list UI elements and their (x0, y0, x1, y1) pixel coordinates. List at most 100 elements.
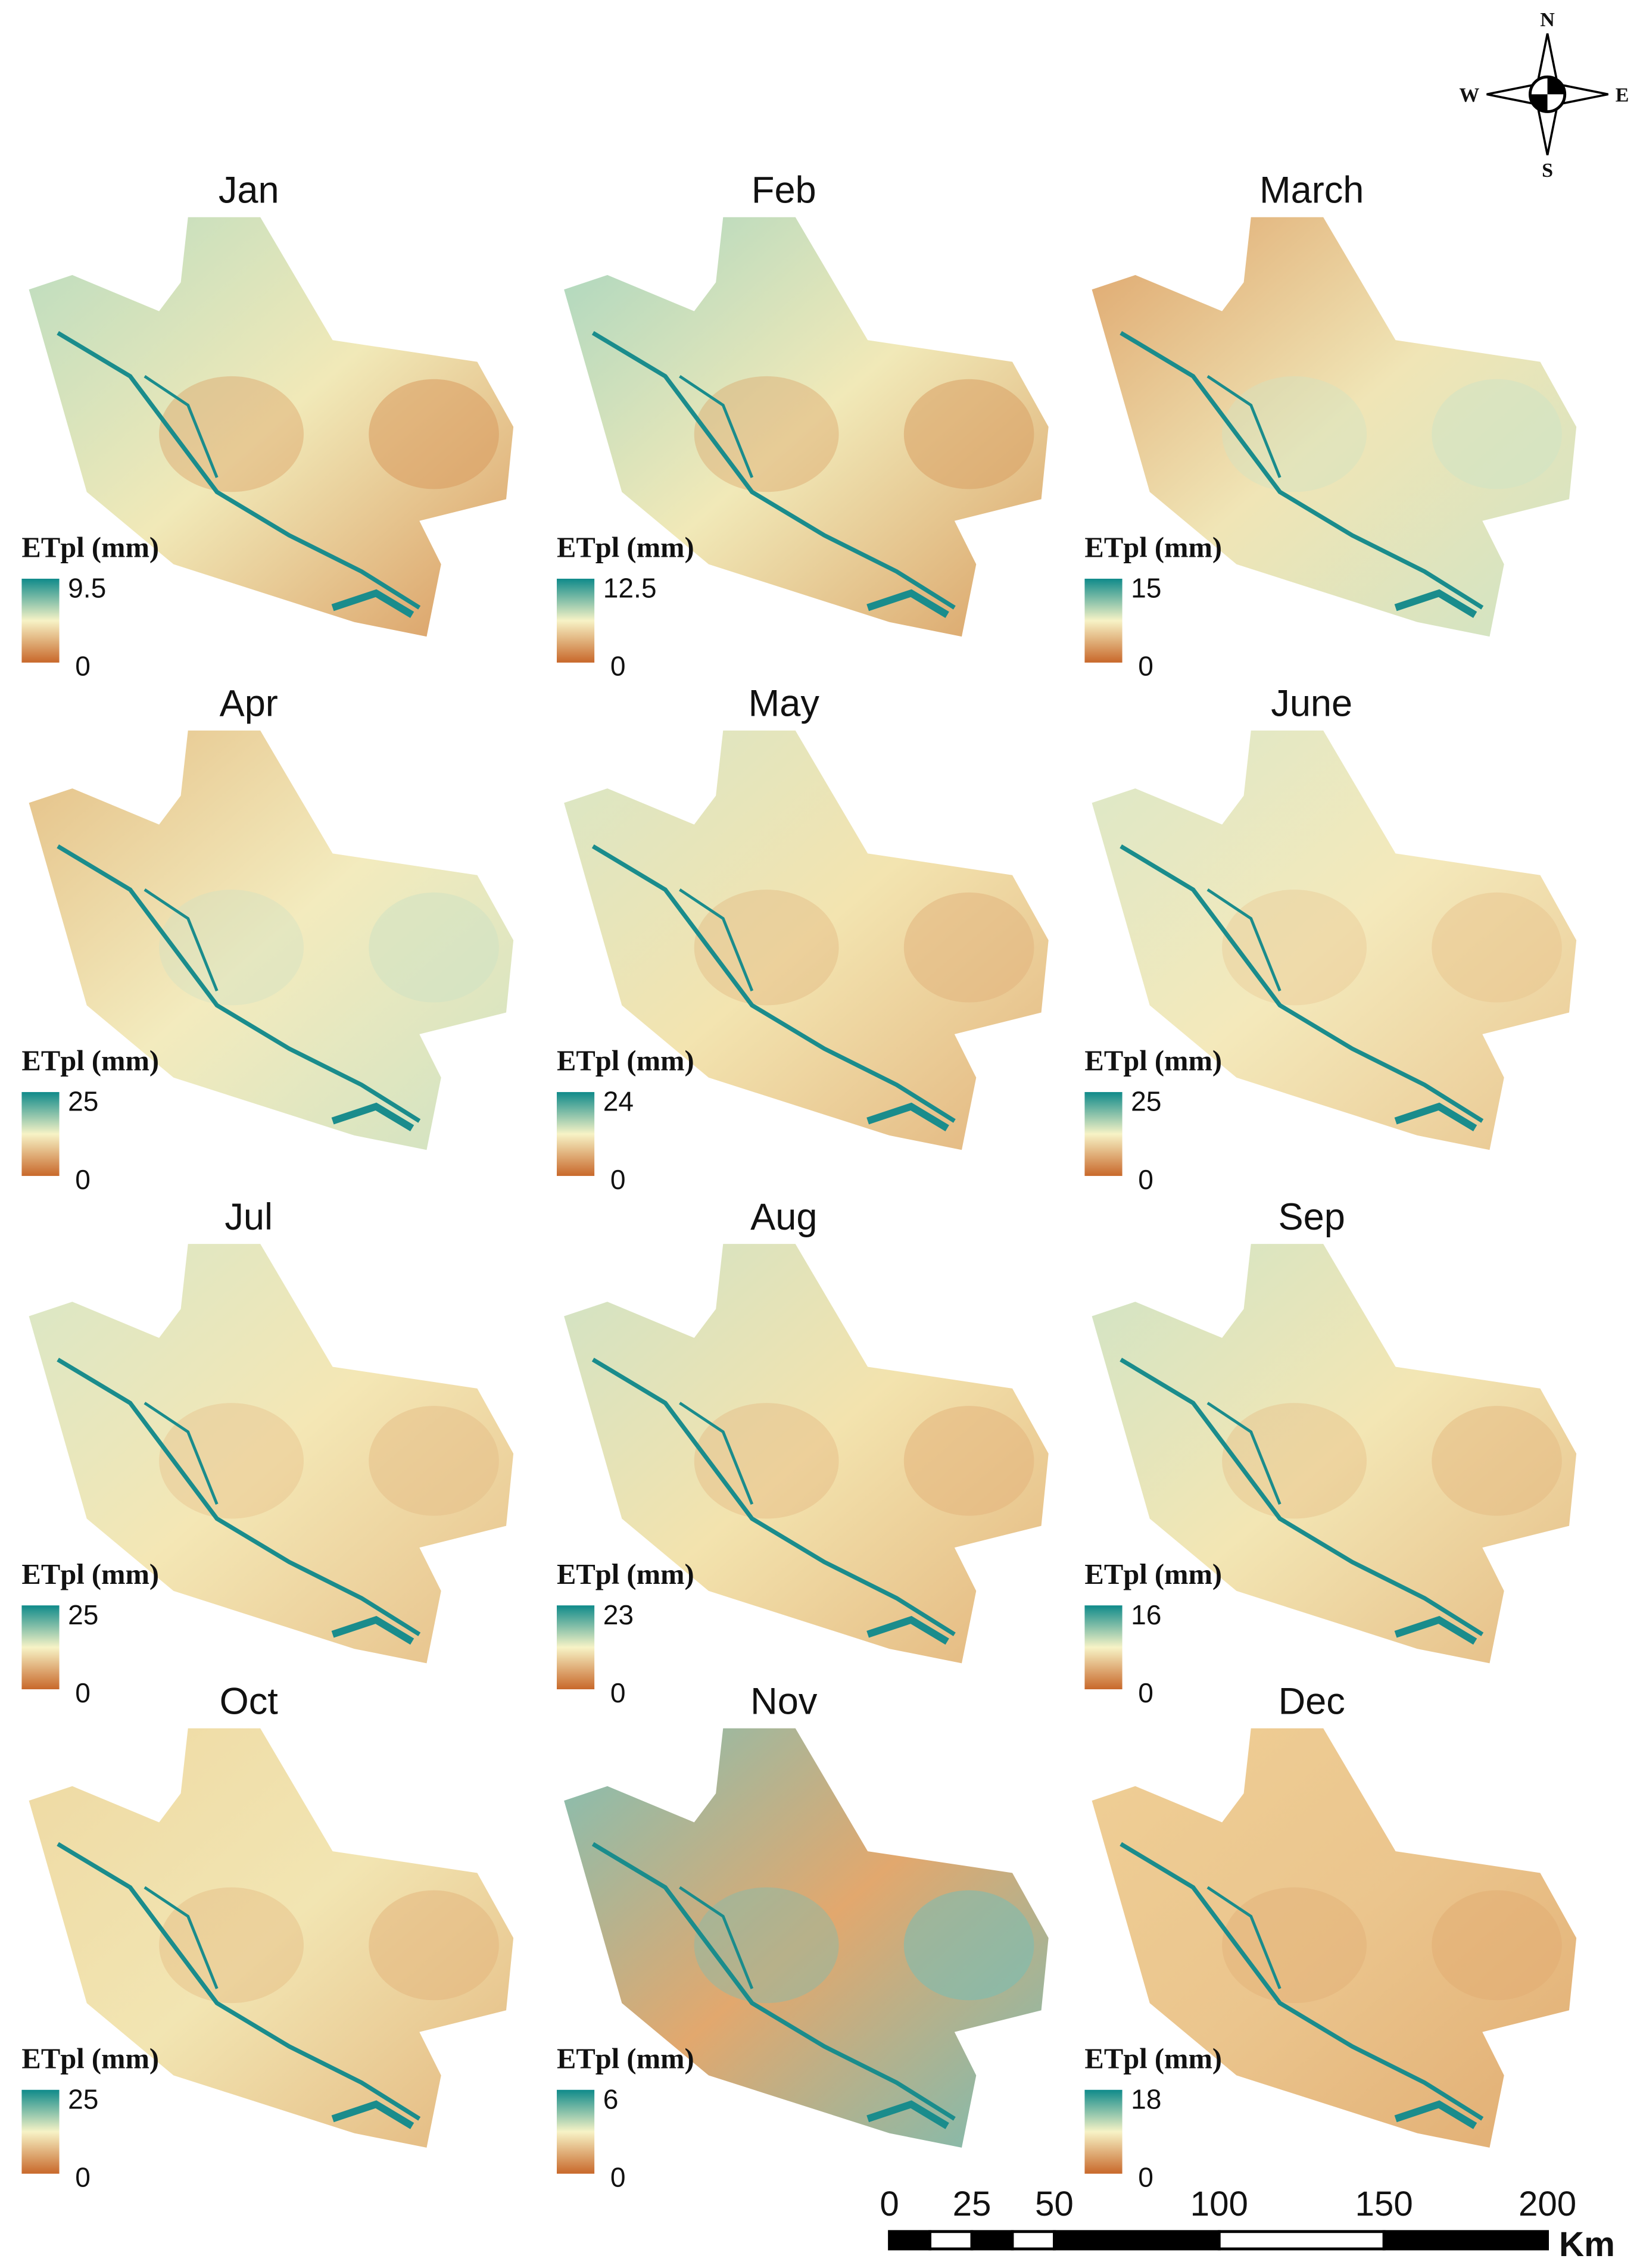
compass-n: N (1540, 9, 1555, 31)
river (679, 375, 754, 478)
legend-title: ETpl (mm) (1084, 532, 1222, 564)
river (57, 1358, 421, 1636)
legend-max: 24 (603, 1086, 634, 1117)
color-bar (21, 578, 60, 663)
legend-min: 0 (610, 1677, 626, 1708)
region-map (1092, 1728, 1577, 2148)
panel-title: Jan (219, 170, 279, 211)
region-patch (1222, 1887, 1367, 2004)
river (144, 1402, 219, 1505)
region-map (1092, 730, 1577, 1150)
region-patch (903, 1890, 1034, 2001)
region-map (564, 217, 1049, 637)
map-panel: June ETpl (mm) 25 0 (1084, 683, 1577, 1195)
color-bar (1084, 2089, 1123, 2174)
region-patch (903, 892, 1034, 1003)
panel-title: June (1271, 683, 1352, 725)
river (866, 1615, 949, 1645)
panel-title: Apr (220, 683, 278, 725)
panel-title: March (1259, 170, 1364, 211)
legend-title: ETpl (mm) (1084, 1045, 1222, 1077)
color-bar (21, 2089, 60, 2174)
color-bar (557, 578, 595, 663)
scale-label: 0 (880, 2185, 899, 2223)
river (57, 1842, 421, 2121)
scale-label: 25 (953, 2185, 992, 2223)
legend-max: 9.5 (68, 573, 106, 604)
color-bar (557, 1092, 595, 1176)
panel-title: Nov (750, 1680, 818, 1722)
region-patch (1432, 1890, 1562, 2001)
river (331, 589, 414, 618)
color-bar (21, 1605, 60, 1690)
scale-label: 50 (1035, 2185, 1074, 2223)
map-panel: Jul ETpl (mm) 25 0 (21, 1196, 514, 1708)
region-map (564, 1728, 1049, 2148)
scale-label: 200 (1519, 2185, 1576, 2223)
legend-title: ETpl (mm) (1084, 1558, 1222, 1590)
panel-title: May (749, 683, 820, 725)
region-map (29, 217, 514, 637)
river (1394, 1615, 1477, 1645)
legend-title: ETpl (mm) (557, 2042, 694, 2074)
river (331, 1102, 414, 1131)
river (331, 2100, 414, 2129)
scale-segment (1052, 2230, 1221, 2251)
river (144, 888, 219, 991)
region-patch (369, 892, 499, 1003)
map-panel: March ETpl (mm) 15 0 (1084, 170, 1577, 682)
scale-label: 150 (1355, 2185, 1413, 2223)
color-bar (557, 2089, 595, 2174)
region-map (29, 1728, 514, 2148)
legend-min: 0 (1138, 1164, 1153, 1195)
river (591, 330, 956, 610)
river (1120, 330, 1484, 610)
legend-max: 15 (1131, 573, 1161, 604)
scale-segment (970, 2230, 1014, 2251)
river (1120, 844, 1484, 1123)
river (591, 1842, 956, 2121)
legend-title: ETpl (mm) (21, 1558, 159, 1590)
river (679, 888, 754, 991)
region-patch (903, 1406, 1034, 1516)
panel-title: Sep (1279, 1196, 1345, 1238)
scale-unit: Km (1559, 2225, 1615, 2264)
legend-title: ETpl (mm) (21, 532, 159, 564)
scale-segment (1217, 2230, 1386, 2251)
map-panel: Oct ETpl (mm) 25 0 (21, 1680, 514, 2193)
panel-title: Jul (225, 1196, 273, 1238)
legend-max: 12.5 (603, 573, 657, 604)
legend-min: 0 (75, 1677, 91, 1708)
region-patch (903, 379, 1034, 489)
region-map (1092, 217, 1577, 637)
river (1206, 1402, 1282, 1505)
map-panel: Sep ETpl (mm) 16 0 (1084, 1196, 1577, 1708)
river (591, 844, 956, 1123)
legend-min: 0 (1138, 2161, 1153, 2192)
color-bar (21, 1092, 60, 1176)
legend-min: 0 (75, 1164, 91, 1195)
color-bar (1084, 1092, 1123, 1176)
legend-title: ETpl (mm) (21, 2042, 159, 2074)
legend-max: 18 (1131, 2083, 1161, 2114)
river (144, 1886, 219, 1989)
map-panel: Jan ETpl (mm) 9.5 0 (21, 170, 514, 682)
region-patch (369, 1406, 499, 1516)
panels: Jan ETpl (mm) 9.5 0 Feb ETpl (mm) 12.5 0 March ET… (21, 170, 1577, 2193)
scale-segment (888, 2230, 931, 2251)
region-patch (694, 1887, 839, 2004)
map-panel: Dec ETpl (mm) 18 0 (1084, 1680, 1577, 2193)
legend-title: ETpl (mm) (1084, 2042, 1222, 2074)
region-patch (159, 890, 304, 1006)
legend-min: 0 (610, 2161, 626, 2192)
compass-s: S (1542, 160, 1553, 182)
river (679, 1886, 754, 1989)
map-panel: Feb ETpl (mm) 12.5 0 (557, 170, 1049, 682)
region-map (29, 1244, 514, 1664)
legend-title: ETpl (mm) (21, 1045, 159, 1077)
river (866, 1102, 949, 1131)
region-patch (694, 1403, 839, 1519)
river (57, 330, 421, 610)
legend-title: ETpl (mm) (557, 532, 694, 564)
